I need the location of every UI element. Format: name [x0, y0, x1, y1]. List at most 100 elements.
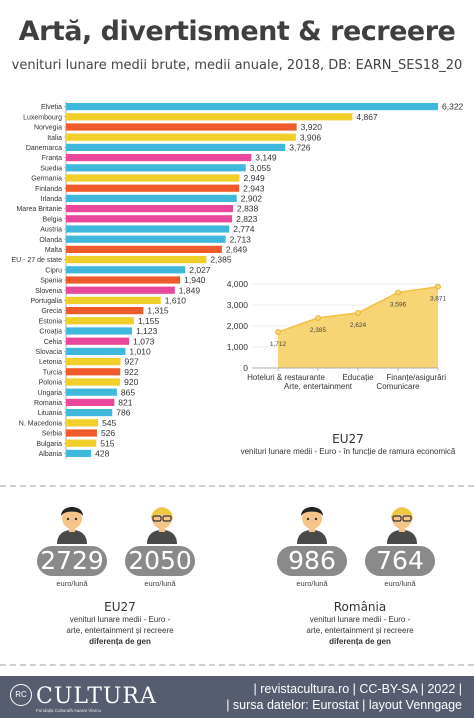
footer-brand: CULTURA	[36, 684, 157, 709]
bar-category-label: Ungaria	[37, 390, 62, 397]
footer-credits-line1: | revistacultura.ro | CC-BY-SA | 2022 |	[253, 682, 462, 696]
bar-category-label: Belgia	[43, 216, 63, 223]
bar-value-label: 2,713	[230, 234, 252, 244]
bar	[66, 133, 296, 141]
bar-value-label: 3,920	[301, 122, 323, 132]
area-ytick-label: 1,000	[227, 342, 249, 352]
bar	[66, 286, 175, 294]
bar-value-label: 1,940	[184, 275, 206, 285]
eu-gender-title: EU27	[104, 600, 136, 614]
bar-category-label: Luxembourg	[23, 114, 62, 121]
footer: RC CULTURA Fundația Culturală Aaarat Vla…	[0, 676, 474, 718]
bar	[66, 337, 130, 345]
area-point	[315, 315, 321, 321]
ro-gender-line3: diferența de gen	[329, 637, 391, 646]
bar-category-label: Norvegia	[34, 125, 62, 132]
area-ytick-label: 2,000	[227, 321, 249, 331]
bar-value-label: 2,949	[244, 173, 266, 183]
eu-gender-line3: diferența de gen	[89, 637, 151, 646]
bar-category-label: EU - 27 de state	[11, 257, 62, 264]
divider-bottom	[0, 664, 474, 666]
bar	[66, 164, 246, 172]
bar	[66, 307, 144, 315]
bar-category-label: Albania	[39, 451, 62, 458]
bar	[66, 347, 126, 355]
eu-gender-line1: venituri lunare medii - Euro -	[69, 615, 171, 624]
bar	[66, 174, 240, 182]
area-category-label: Hoteluri & restaurante	[247, 373, 325, 382]
bar-category-label: Portugalia	[30, 298, 62, 305]
bar	[66, 215, 233, 223]
bar-category-label: Finlanda	[35, 186, 62, 193]
cultura-logo-icon: RC	[10, 684, 32, 706]
bar	[66, 327, 133, 335]
bar-value-label: 3,906	[300, 132, 322, 142]
area-chart-subtitle: venituri lunare medii - Euro - în funcți…	[240, 447, 456, 456]
bar	[66, 409, 113, 417]
bar	[66, 266, 186, 274]
bar-value-label: 2,823	[236, 214, 258, 224]
bar	[66, 388, 117, 396]
bar-value-label: 821	[118, 398, 132, 408]
bar-value-label: 865	[121, 387, 135, 397]
ro-male-unit: euro/lună	[296, 579, 328, 588]
bar-category-label: Suedia	[40, 165, 62, 172]
bar-value-label: 1,010	[129, 347, 151, 357]
bar-value-label: 2,385	[210, 255, 232, 265]
bar-value-label: 545	[102, 418, 116, 428]
eu-male-value: 2729	[37, 546, 107, 576]
bar-chart: Elveția 6,322 Luxembourg 4,867 Norvegia 3,920…	[11, 102, 464, 459]
bar-category-label: Spania	[40, 278, 62, 285]
bar	[66, 296, 161, 304]
bar	[66, 184, 240, 192]
bar-value-label: 526	[101, 428, 115, 438]
bar	[66, 317, 134, 325]
area-point	[275, 329, 281, 335]
bar-value-label: 4,867	[356, 112, 378, 122]
ro-female-unit: euro/lună	[384, 579, 416, 588]
female-avatar-ro	[387, 507, 417, 544]
bar-value-label: 3,149	[255, 153, 277, 163]
bar	[66, 419, 99, 427]
bar	[66, 398, 115, 406]
area-value-label: 2,624	[350, 322, 367, 329]
area-category-label: Educație	[342, 373, 374, 382]
ro-gender-line2: arte, entertainment și recreere	[306, 626, 414, 635]
bar-category-label: Slovacia	[36, 349, 63, 356]
ro-female-value: 764	[365, 546, 435, 576]
bar	[66, 429, 97, 437]
bar	[66, 123, 297, 131]
male-avatar-eu	[57, 507, 87, 544]
area-chart-caption: EU27 venituri lunare medii - Euro - în f…	[232, 432, 464, 457]
area-chart: 0 1,000 2,000 3,000 4,000 1,712 Hoteluri & res…	[227, 279, 447, 391]
bar-value-label: 3,055	[250, 163, 272, 173]
bar-category-label: Italia	[47, 135, 62, 142]
bar-category-label: Turcia	[43, 369, 62, 376]
bar-category-label: Lituania	[37, 410, 62, 417]
bar-category-label: Serbia	[42, 431, 62, 438]
bar	[66, 154, 252, 162]
ro-male-value: 986	[277, 546, 347, 576]
bar	[66, 194, 237, 202]
eu-gender-line2: arte, entertainment și recreere	[66, 626, 174, 635]
area-value-label: 2,385	[310, 327, 327, 334]
area-ytick-label: 3,000	[227, 300, 249, 310]
bar	[66, 143, 286, 151]
bar-category-label: Cehia	[44, 339, 62, 346]
bar	[66, 256, 207, 264]
area-point	[435, 283, 441, 290]
bar	[66, 276, 181, 284]
bar-value-label: 3,726	[289, 143, 311, 153]
bar	[66, 245, 222, 253]
eu-female-value: 2050	[125, 546, 195, 576]
bar-value-label: 1,315	[147, 306, 169, 316]
bar-category-label: Austria	[40, 227, 62, 234]
bar	[66, 225, 230, 233]
area-fill	[278, 286, 438, 368]
bar-category-label: Cipru	[45, 267, 62, 274]
area-point	[395, 289, 401, 296]
bar-category-label: Germania	[31, 176, 62, 183]
bar-category-label: Irlanda	[41, 196, 63, 203]
bar-category-label: Danemarca	[26, 145, 62, 152]
bar-category-label: N. Macedonia	[19, 420, 62, 427]
